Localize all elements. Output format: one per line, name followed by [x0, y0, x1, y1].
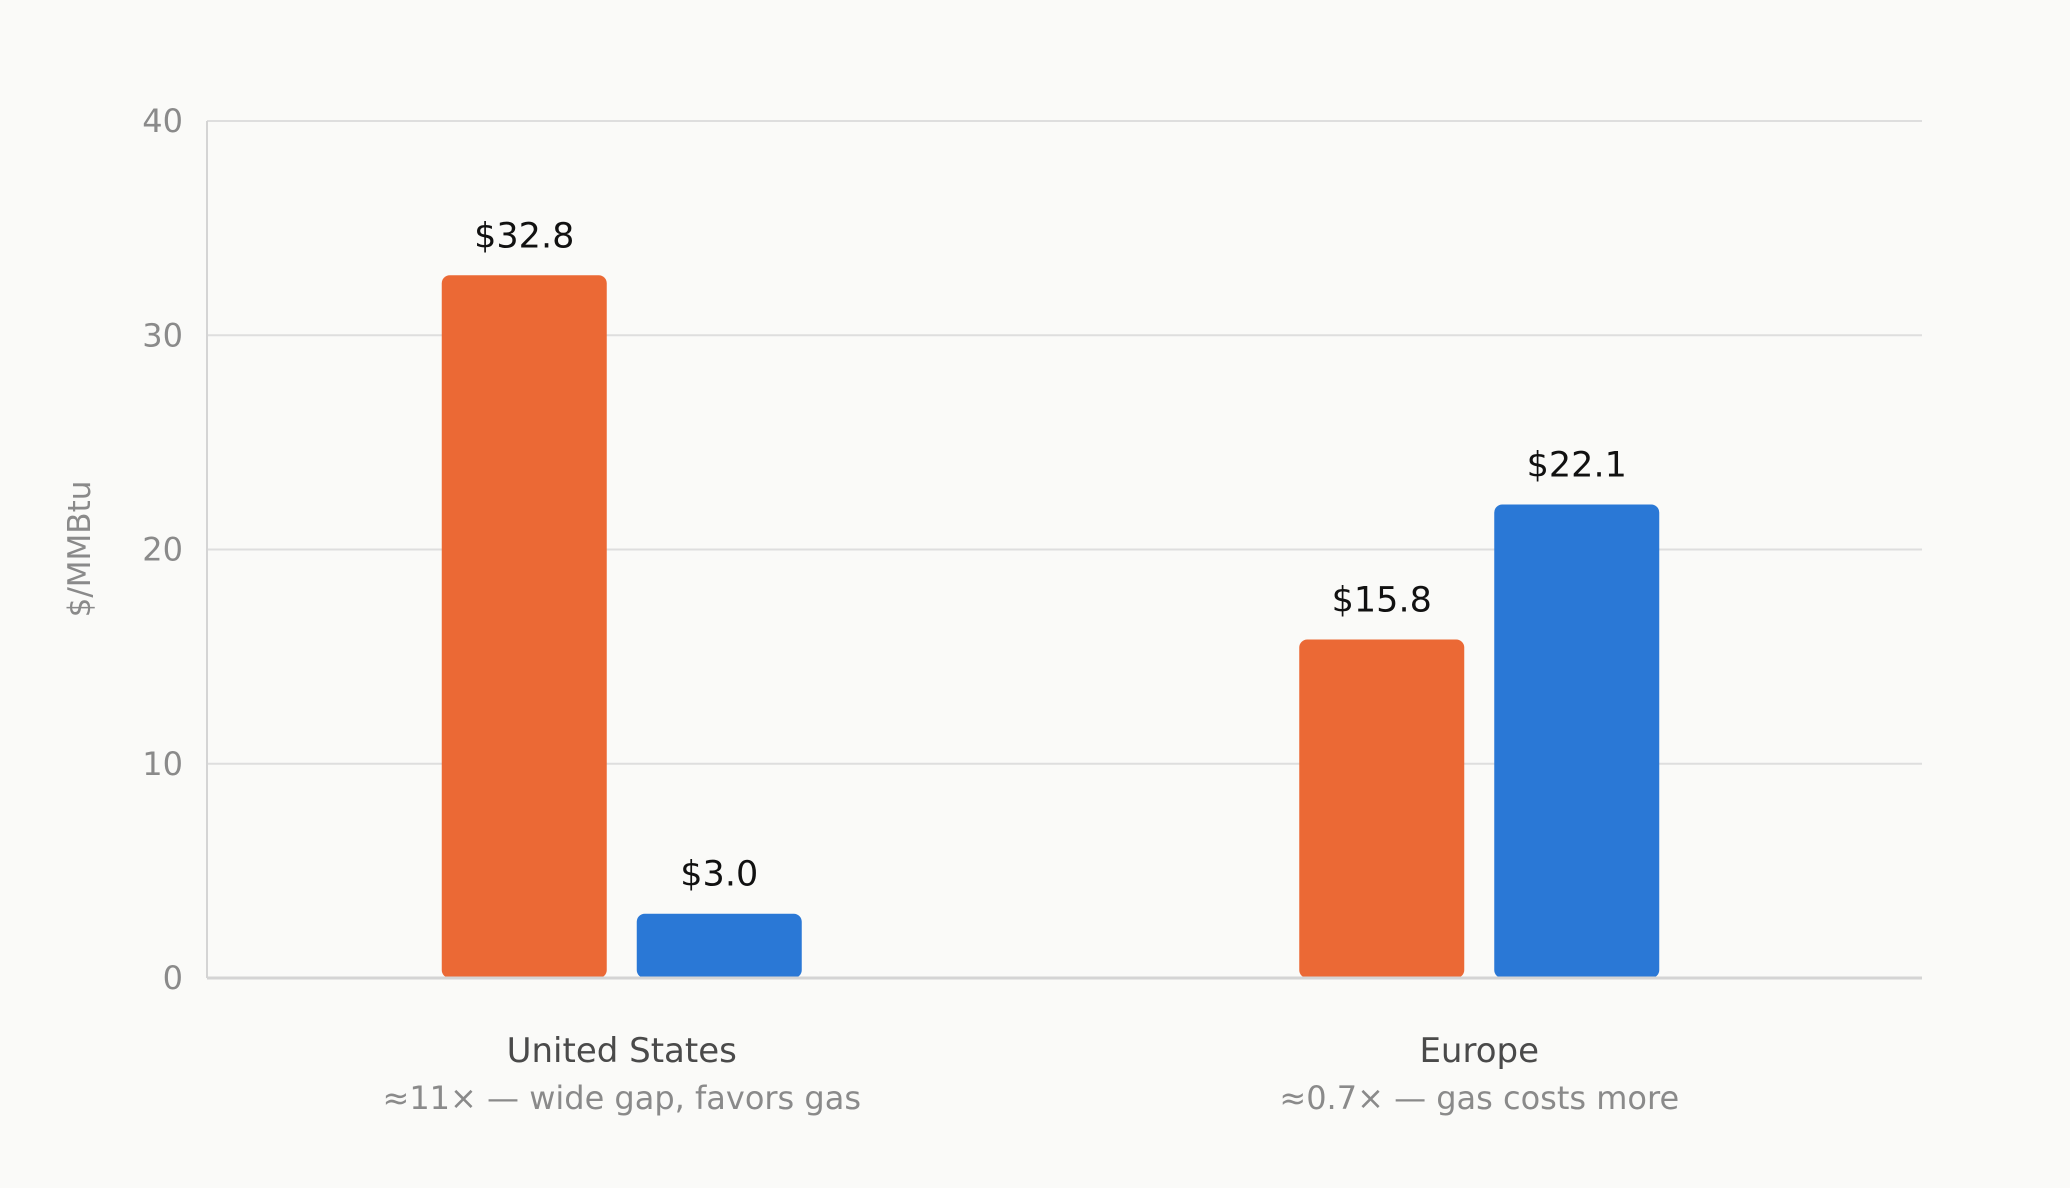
bar — [441, 275, 607, 978]
bar-value-label: $32.8 — [474, 216, 574, 256]
bar — [1494, 504, 1660, 978]
y-tick-label: 10 — [142, 745, 183, 783]
bars — [441, 275, 1660, 978]
y-axis-ticks: 0 10 20 30 40 — [142, 102, 183, 997]
x-category-note: ≈0.7× — gas costs more — [1279, 1079, 1679, 1117]
bar — [636, 913, 802, 978]
x-category-label: Europe — [1419, 1031, 1539, 1071]
x-category-label: United States — [507, 1031, 737, 1071]
x-category-note: ≈11× — wide gap, favors gas — [383, 1079, 861, 1117]
y-axis-title: $/MMBtu — [62, 481, 98, 618]
y-tick-label: 40 — [142, 102, 183, 140]
y-tick-label: 20 — [142, 531, 183, 569]
y-tick-label: 0 — [163, 959, 183, 997]
bar — [1299, 639, 1465, 978]
bar-value-label: $3.0 — [680, 855, 758, 895]
bar-value-label: $22.1 — [1527, 446, 1627, 486]
bar-value-label: $15.8 — [1332, 580, 1432, 620]
y-tick-label: 30 — [142, 316, 183, 354]
value-labels: $32.8 $3.0 $15.8 $22.1 — [474, 216, 1627, 894]
category-labels: United States ≈11× — wide gap, favors gas… — [383, 1031, 1680, 1117]
